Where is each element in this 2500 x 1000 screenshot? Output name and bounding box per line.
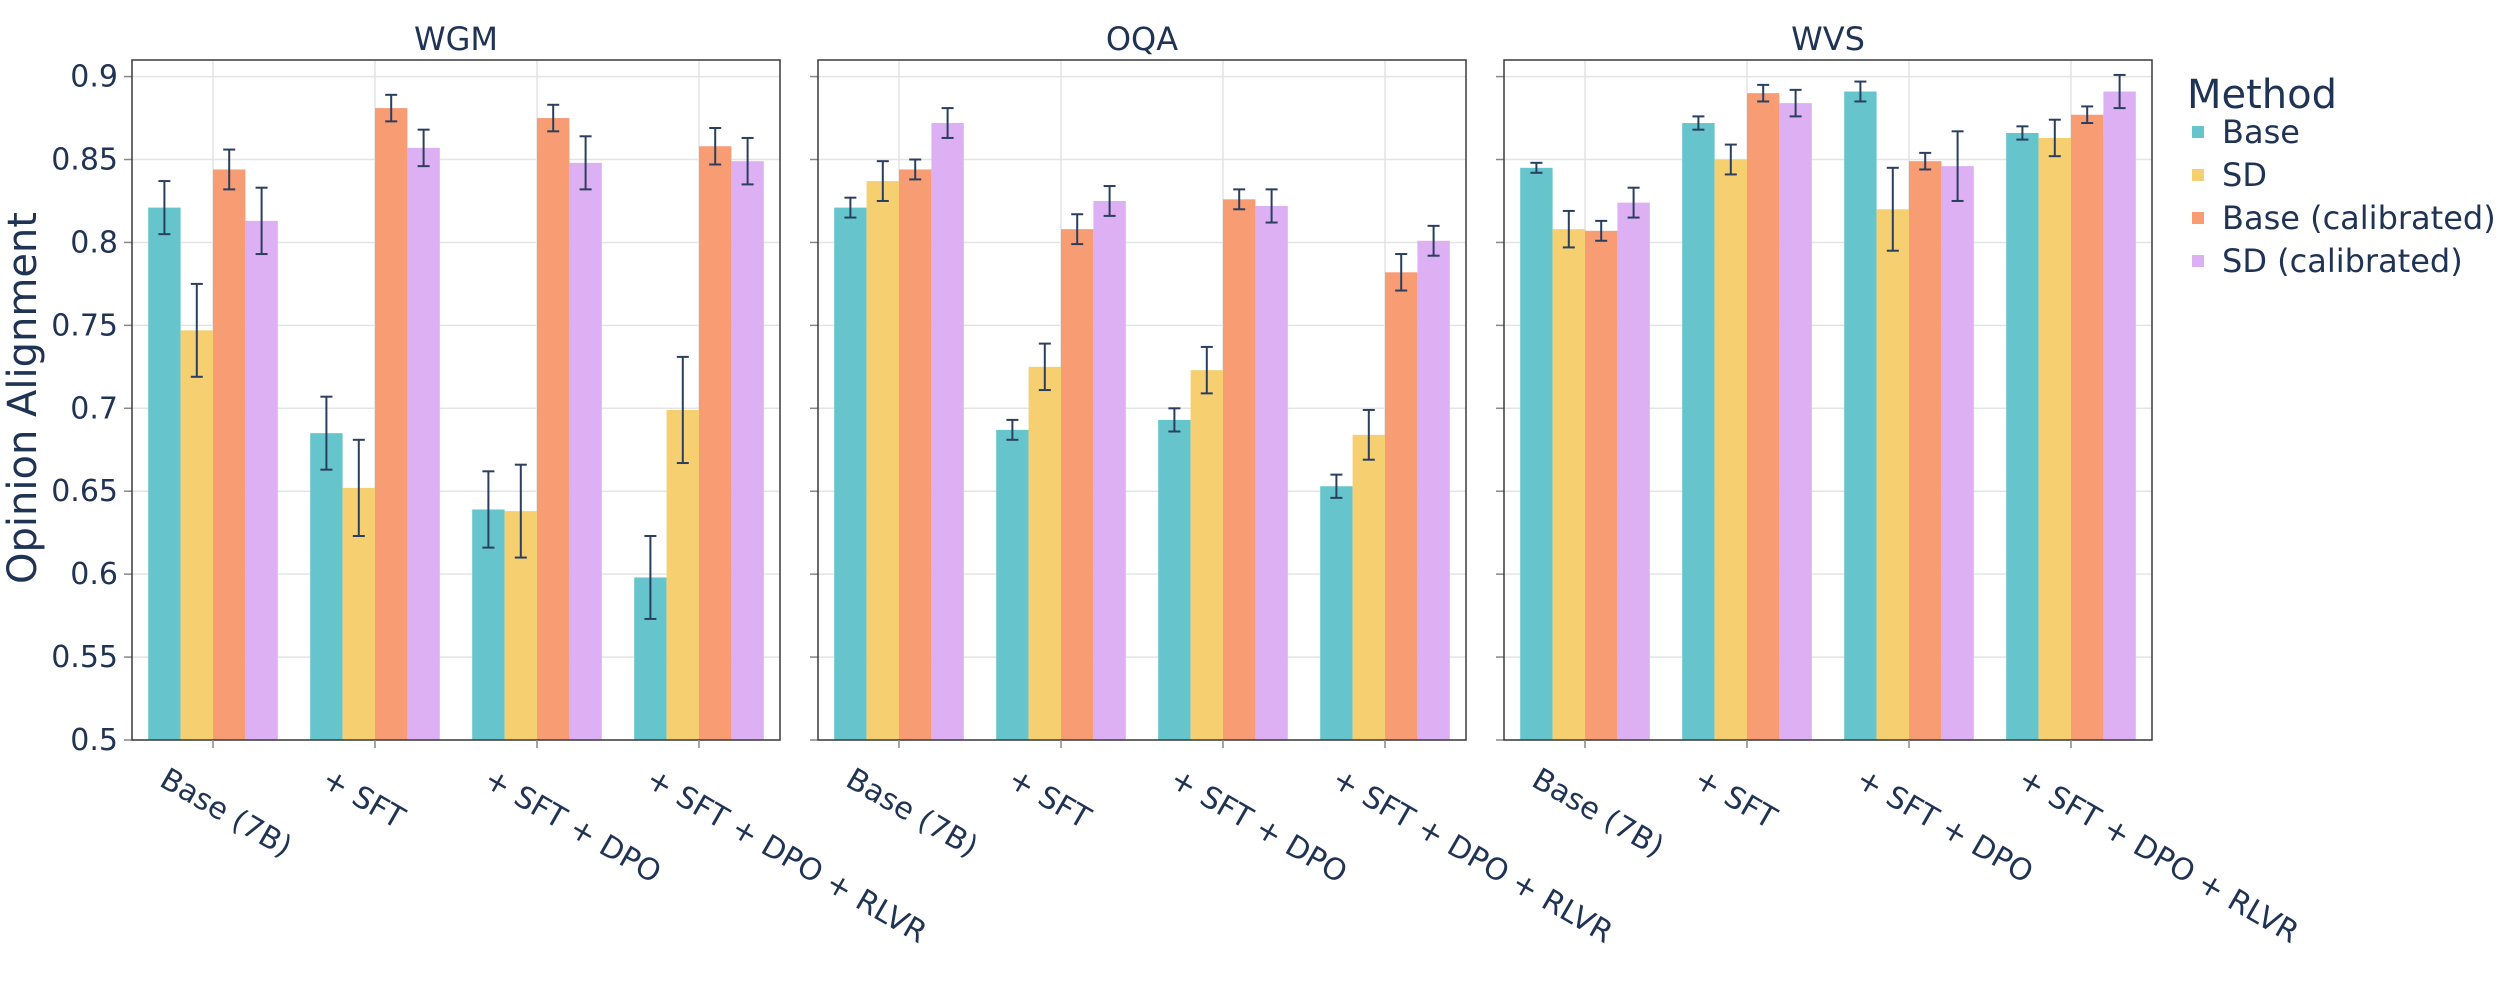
panel-title: OQA <box>1106 20 1178 58</box>
bar-base <box>1844 91 1877 740</box>
bar-sd <box>1876 209 1909 740</box>
bar-base-calibrated <box>899 169 932 741</box>
bar-base <box>310 433 343 740</box>
bar-base-calibrated <box>1223 199 1256 740</box>
bar-base <box>1158 419 1191 740</box>
y-tick-label: 0.65 <box>51 474 118 509</box>
bar-sd-calibrated <box>731 161 764 741</box>
bar-base-calibrated <box>1909 161 1942 741</box>
bar-base <box>834 207 867 741</box>
panels-group: WGM 0.5 0.55 0.6 0.65 0.7 0.75 0.8 0.85 0.9 Base (… <box>51 20 2304 951</box>
panel-frame <box>131 59 781 741</box>
y-tick-label: 0.8 <box>70 225 118 260</box>
y-tick-label: 0.55 <box>51 640 118 675</box>
bar-sd-calibrated <box>1417 240 1450 740</box>
bar-base-calibrated <box>1061 229 1094 741</box>
panel-title: WVS <box>1791 20 1865 58</box>
legend-swatch <box>2192 126 2204 138</box>
bar-sd-calibrated <box>407 147 440 740</box>
legend: Method Base SD Base (calibrated) SD (calibr… <box>2187 72 2496 280</box>
bar-sd <box>1190 370 1223 740</box>
bar-base-calibrated <box>1747 93 1780 741</box>
bar-sd <box>866 181 899 740</box>
x-tick-label: Base (7B) <box>840 762 984 865</box>
bar-sd-calibrated <box>1617 202 1650 740</box>
panel-wgm: WGM 0.5 0.55 0.6 0.65 0.7 0.75 0.8 0.85 0.9 Base (… <box>51 20 932 951</box>
x-tick-label: + SFT <box>316 762 411 837</box>
bar-sd-calibrated <box>1093 200 1126 741</box>
bar-sd <box>1552 229 1585 741</box>
legend-entry: SD <box>2222 156 2267 194</box>
bar-base <box>1682 123 1715 740</box>
bar-base <box>148 207 181 741</box>
x-tick-label: + SFT <box>1688 762 1783 837</box>
bar-base-calibrated <box>2071 114 2104 741</box>
bar-sd-calibrated <box>1941 166 1974 740</box>
bar-sd-calibrated <box>931 123 964 740</box>
bar-sd <box>1714 159 1747 740</box>
legend-swatch <box>2192 169 2204 181</box>
bar-base <box>1520 167 1553 740</box>
legend-entry: SD (calibrated) <box>2222 242 2463 280</box>
y-tick-label: 0.75 <box>51 308 118 343</box>
bar-sd <box>666 409 699 740</box>
panel-wvs: WVS Base (7B) + SFT + SFT + DPO+ SFT + DPO … <box>1496 20 2305 951</box>
bar-sd-calibrated <box>569 162 602 740</box>
y-tick-label: 0.5 <box>70 723 118 758</box>
panel-frame <box>1503 59 2153 741</box>
bar-base <box>1320 486 1353 740</box>
y-tick-label: 0.7 <box>70 391 118 426</box>
bar-sd <box>1028 366 1061 740</box>
bar-sd <box>180 330 213 740</box>
bar-sd <box>2038 137 2071 740</box>
panel-title: WGM <box>414 20 498 58</box>
x-tick-label: + SFT + DPO + RLVR <box>2012 762 2305 951</box>
legend-entry: Base <box>2222 113 2300 151</box>
y-tick-label: 0.85 <box>51 143 118 178</box>
bar-base-calibrated <box>375 108 408 741</box>
bar-base-calibrated <box>1385 272 1418 740</box>
bar-sd <box>1352 434 1385 740</box>
legend-title: Method <box>2187 72 2337 118</box>
bar-sd-calibrated <box>2103 91 2136 740</box>
x-tick-label: Base (7B) <box>154 762 298 865</box>
bar-base-calibrated <box>537 118 570 741</box>
x-tick-label: + SFT <box>1002 762 1097 837</box>
bar-base-calibrated <box>699 146 732 740</box>
legend-swatch <box>2192 212 2204 224</box>
y-tick-label: 0.6 <box>70 557 118 592</box>
x-tick-label: + SFT + DPO <box>1850 762 2039 891</box>
panel-frame <box>817 59 1467 741</box>
legend-entry: Base (calibrated) <box>2222 199 2496 237</box>
legend-swatch <box>2192 255 2204 267</box>
x-tick-label: Base (7B) <box>1526 762 1670 865</box>
bar-base-calibrated <box>213 169 246 741</box>
y-axis-label: Opinion Alignment <box>0 212 46 584</box>
bar-sd-calibrated <box>245 220 278 740</box>
bar-base-calibrated <box>1585 230 1618 740</box>
bar-sd-calibrated <box>1255 205 1288 740</box>
x-tick-label: + SFT + DPO <box>1164 762 1353 891</box>
x-tick-label: + SFT + DPO <box>478 762 667 891</box>
bar-base <box>2006 132 2039 741</box>
y-tick-label: 0.9 <box>70 60 118 95</box>
bar-sd-calibrated <box>1779 103 1812 740</box>
bar-base <box>996 429 1029 740</box>
